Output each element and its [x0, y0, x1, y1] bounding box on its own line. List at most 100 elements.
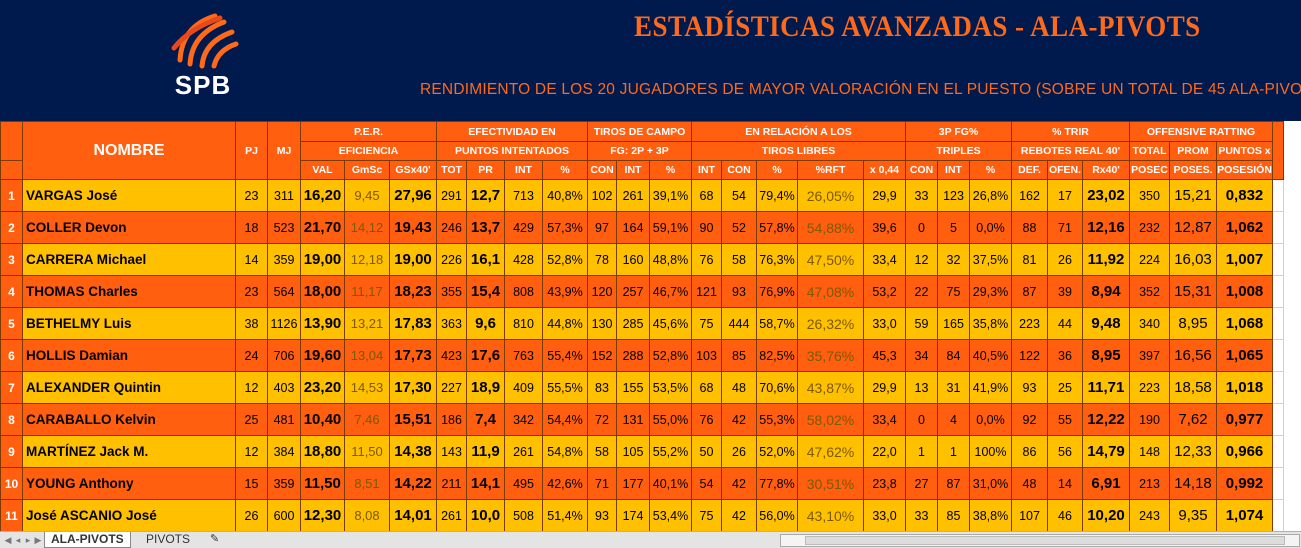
cell-fgint[interactable]: 131 — [616, 403, 650, 436]
cell-tlpct[interactable]: 76,3% — [756, 243, 798, 276]
cell-tlint[interactable]: 103 — [691, 339, 722, 372]
cell-fgcon[interactable]: 83 — [587, 371, 617, 404]
cell-rx40[interactable]: 8,94 — [1082, 275, 1130, 308]
cell-tlcon[interactable]: 42 — [721, 403, 757, 436]
cell-rft[interactable]: 47,08% — [797, 275, 864, 308]
cell-pct[interactable]: 54,8% — [542, 435, 588, 468]
cell-gs40[interactable]: 14,22 — [389, 467, 437, 500]
cell-tpint[interactable]: 31 — [937, 371, 970, 404]
cell-tot[interactable]: 355 — [436, 275, 467, 308]
cell-fgpct[interactable]: 46,7% — [649, 275, 692, 308]
cell-tlcon[interactable]: 42 — [721, 467, 757, 500]
cell-fgint[interactable]: 288 — [616, 339, 650, 372]
cell-mj[interactable]: 403 — [267, 371, 301, 404]
cell-ppos[interactable]: 0,977 — [1216, 403, 1273, 436]
cell-posec[interactable]: 224 — [1129, 243, 1170, 276]
cell-ppos[interactable]: 1,065 — [1216, 339, 1273, 372]
cell-gs40[interactable]: 19,43 — [389, 211, 437, 244]
cell-tlint[interactable]: 54 — [691, 467, 722, 500]
cell-pct[interactable]: 54,4% — [542, 403, 588, 436]
cell-ppos[interactable]: 0,966 — [1216, 435, 1273, 468]
cell-tpint[interactable]: 75 — [937, 275, 970, 308]
last-sheet-icon[interactable]: ▶ — [34, 535, 42, 545]
cell-posec[interactable]: 397 — [1129, 339, 1170, 372]
cell-rft[interactable]: 47,62% — [797, 435, 864, 468]
cell-def[interactable]: 223 — [1011, 307, 1048, 340]
cell-tpcon[interactable]: 22 — [905, 275, 938, 308]
cell-tpcon[interactable]: 27 — [905, 467, 938, 500]
cell-tpcon[interactable]: 59 — [905, 307, 938, 340]
first-sheet-icon[interactable]: ◀ — [4, 535, 12, 545]
cell-ofe[interactable]: 55 — [1047, 403, 1083, 436]
cell-tot[interactable]: 363 — [436, 307, 467, 340]
cell-gmsc[interactable]: 12,18 — [344, 243, 390, 276]
table-row[interactable]: 9 MARTÍNEZ Jack M. 12 384 18,80 11,50 14,38 143… — [0, 435, 1284, 468]
cell-tot[interactable]: 143 — [436, 435, 467, 468]
cell-val[interactable]: 23,20 — [300, 371, 345, 404]
cell-tlpct[interactable]: 57,8% — [756, 211, 798, 244]
cell-gs40[interactable]: 15,51 — [389, 403, 437, 436]
player-name[interactable]: BETHELMY Luis — [22, 307, 236, 340]
cell-rx40[interactable]: 10,20 — [1082, 499, 1130, 532]
cell-pr[interactable]: 12,7 — [466, 179, 505, 212]
scrollbar-thumb[interactable] — [805, 536, 1285, 545]
cell-tppct[interactable]: 38,8% — [969, 499, 1012, 532]
cell-fgpct[interactable]: 40,1% — [649, 467, 692, 500]
cell-tppct[interactable]: 26,8% — [969, 179, 1012, 212]
table-row[interactable]: 6 HOLLIS Damian 24 706 19,60 13,04 17,73 423 17,… — [0, 339, 1284, 372]
cell-ofe[interactable]: 14 — [1047, 467, 1083, 500]
table-row[interactable]: 11 José ASCANIO José 26 600 12,30 8,08 14,01 26… — [0, 499, 1284, 532]
cell-gs40[interactable]: 17,30 — [389, 371, 437, 404]
cell-tot[interactable]: 261 — [436, 499, 467, 532]
cell-pj[interactable]: 15 — [235, 467, 268, 500]
cell-prom[interactable]: 9,35 — [1169, 499, 1217, 532]
cell-int[interactable]: 763 — [504, 339, 543, 372]
cell-fgint[interactable]: 155 — [616, 371, 650, 404]
cell-x044[interactable]: 39,6 — [863, 211, 906, 244]
cell-rx40[interactable]: 23,02 — [1082, 179, 1130, 212]
cell-fgpct[interactable]: 59,1% — [649, 211, 692, 244]
cell-mj[interactable]: 311 — [267, 179, 301, 212]
cell-tlpct[interactable]: 79,4% — [756, 179, 798, 212]
cell-tpint[interactable]: 32 — [937, 243, 970, 276]
table-row[interactable]: 1 VARGAS José 23 311 16,20 9,45 27,96 291 12,7 71… — [0, 179, 1284, 212]
player-name[interactable]: José ASCANIO José — [22, 499, 236, 532]
cell-pj[interactable]: 23 — [235, 275, 268, 308]
cell-pct[interactable]: 57,3% — [542, 211, 588, 244]
cell-prom[interactable]: 14,18 — [1169, 467, 1217, 500]
cell-fgcon[interactable]: 78 — [587, 243, 617, 276]
cell-prom[interactable]: 16,56 — [1169, 339, 1217, 372]
cell-ofe[interactable]: 39 — [1047, 275, 1083, 308]
cell-tpint[interactable]: 87 — [937, 467, 970, 500]
cell-fgpct[interactable]: 55,0% — [649, 403, 692, 436]
cell-mj[interactable]: 359 — [267, 243, 301, 276]
cell-pr[interactable]: 15,4 — [466, 275, 505, 308]
cell-def[interactable]: 81 — [1011, 243, 1048, 276]
cell-x044[interactable]: 33,4 — [863, 243, 906, 276]
cell-tot[interactable]: 246 — [436, 211, 467, 244]
cell-val[interactable]: 11,50 — [300, 467, 345, 500]
cell-prom[interactable]: 18,58 — [1169, 371, 1217, 404]
cell-gmsc[interactable]: 11,50 — [344, 435, 390, 468]
cell-ofe[interactable]: 56 — [1047, 435, 1083, 468]
cell-gmsc[interactable]: 8,51 — [344, 467, 390, 500]
cell-tppct[interactable]: 0,0% — [969, 403, 1012, 436]
cell-tlpct[interactable]: 77,8% — [756, 467, 798, 500]
cell-val[interactable]: 10,40 — [300, 403, 345, 436]
cell-rft[interactable]: 30,51% — [797, 467, 864, 500]
cell-pj[interactable]: 26 — [235, 499, 268, 532]
player-name[interactable]: VARGAS José — [22, 179, 236, 212]
cell-tpcon[interactable]: 0 — [905, 211, 938, 244]
cell-x044[interactable]: 53,2 — [863, 275, 906, 308]
cell-gmsc[interactable]: 9,45 — [344, 179, 390, 212]
cell-fgcon[interactable]: 58 — [587, 435, 617, 468]
cell-fgcon[interactable]: 93 — [587, 499, 617, 532]
cell-fgcon[interactable]: 120 — [587, 275, 617, 308]
cell-tlint[interactable]: 68 — [691, 371, 722, 404]
cell-tlint[interactable]: 50 — [691, 435, 722, 468]
player-name[interactable]: HOLLIS Damian — [22, 339, 236, 372]
cell-tpcon[interactable]: 33 — [905, 179, 938, 212]
cell-rx40[interactable]: 11,92 — [1082, 243, 1130, 276]
player-name[interactable]: CARABALLO Kelvin — [22, 403, 236, 436]
new-sheet-icon[interactable]: ✎ — [210, 533, 220, 545]
